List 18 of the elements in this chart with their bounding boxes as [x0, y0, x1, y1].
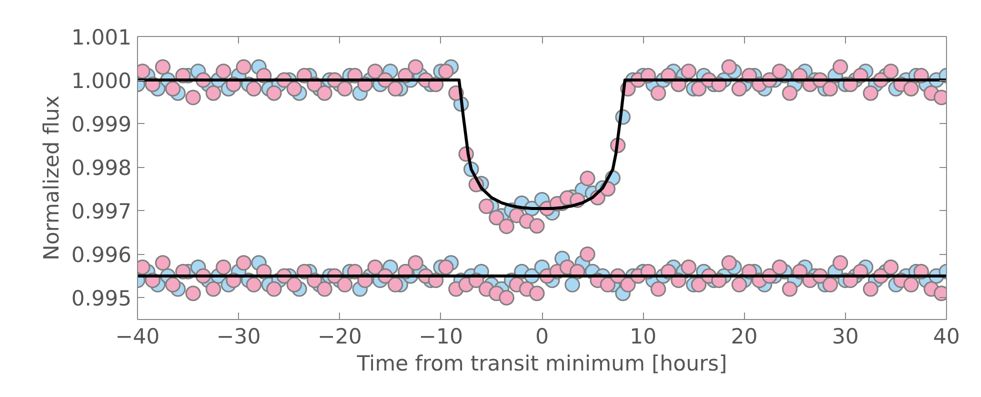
y-tick-label: 0.999 — [71, 112, 132, 137]
x-tick-label: −30 — [216, 324, 261, 348]
x-tick-label: −10 — [418, 324, 464, 348]
x-tick-label: −20 — [318, 324, 362, 348]
y-tick-label: 1.001 — [71, 26, 132, 50]
x-tick-label: 40 — [933, 324, 960, 348]
x-tick-label: 10 — [630, 324, 656, 348]
y-tick-label: 0.995 — [71, 286, 132, 311]
x-tick-label: −40 — [115, 324, 160, 348]
x-axis-title: Time from transit minimum [hours] — [356, 352, 728, 376]
y-tick-label: 0.998 — [71, 156, 132, 180]
x-tick-label: 0 — [535, 324, 549, 348]
y-tick-label: 0.997 — [71, 200, 132, 224]
y-tick-label: 1.000 — [71, 69, 132, 94]
x-tick-label: 30 — [832, 324, 859, 348]
x-tick-label: 20 — [730, 324, 758, 348]
y-axis-title: Normalized flux — [39, 96, 64, 260]
y-tick-label: 0.996 — [71, 243, 132, 268]
